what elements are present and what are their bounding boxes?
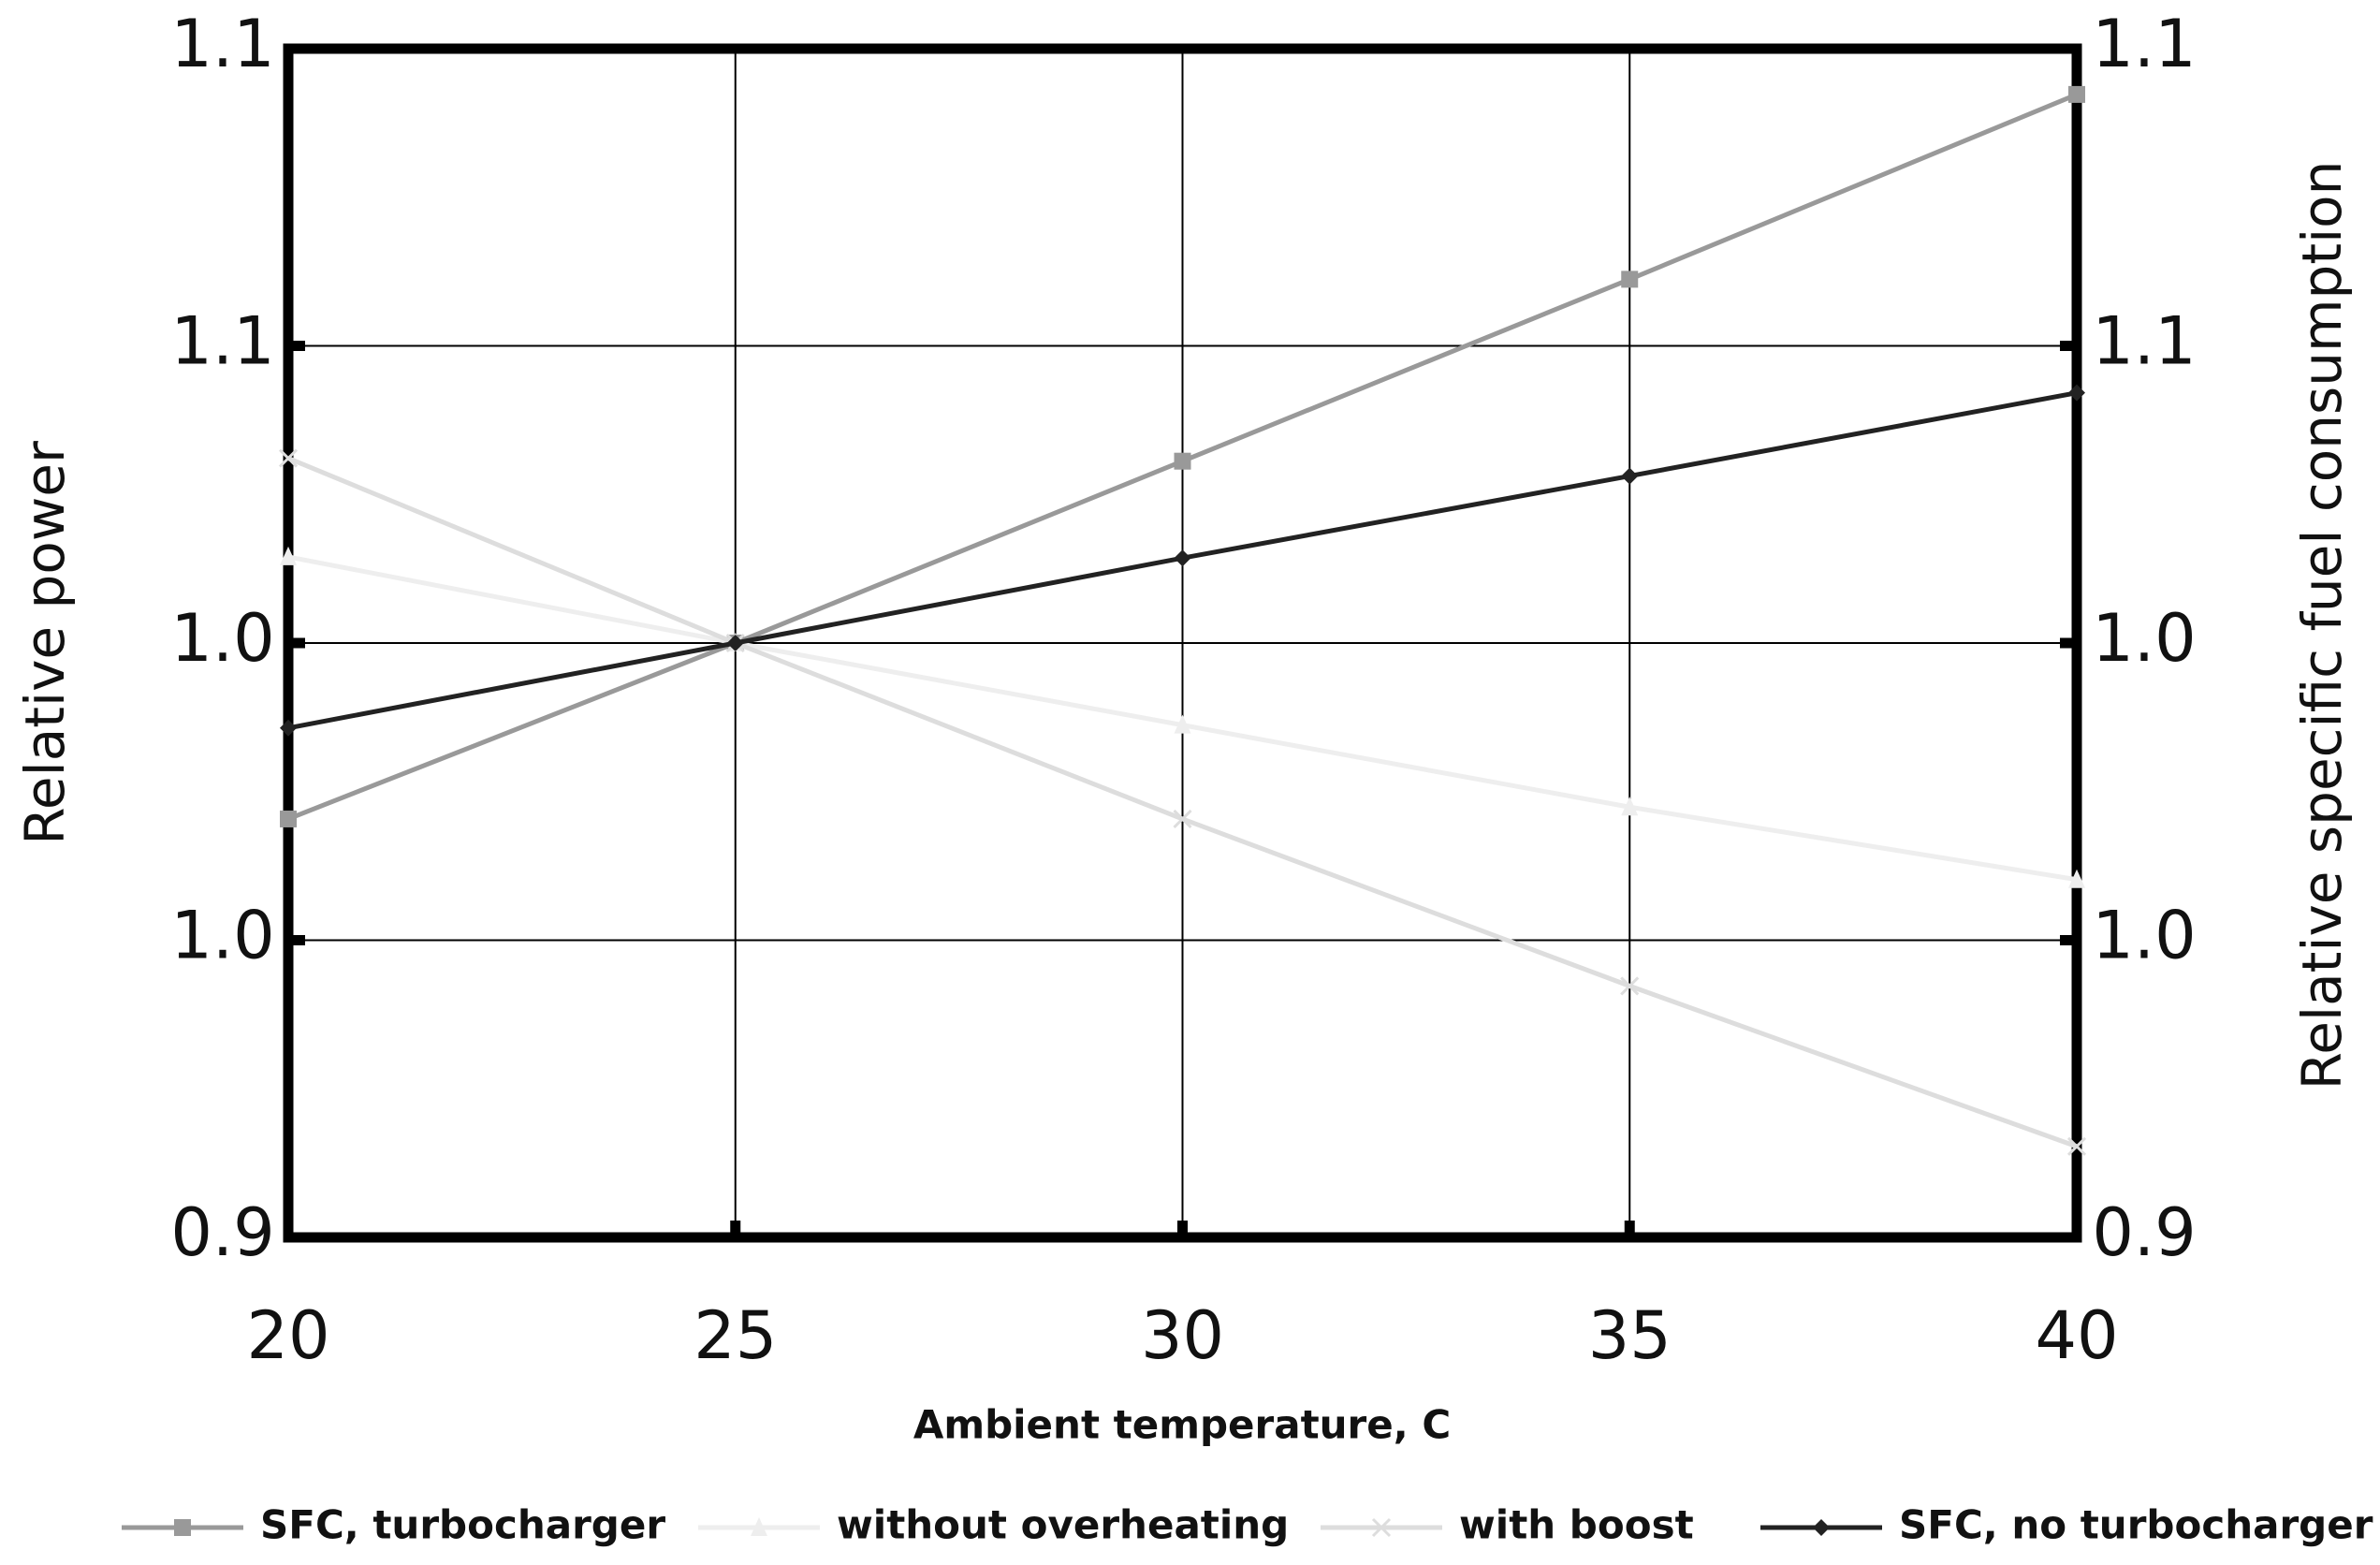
legend-marker bbox=[1813, 1519, 1830, 1536]
legend-marker bbox=[751, 1517, 767, 1536]
data-point bbox=[280, 546, 297, 565]
y2-axis-title: Relative specific fuel consumption bbox=[2290, 161, 2354, 1090]
data-point bbox=[1174, 714, 1191, 734]
data-point bbox=[1621, 797, 1639, 816]
plot-frame bbox=[283, 43, 2082, 1243]
legend-label: without overheating bbox=[837, 1502, 1289, 1548]
x-tick-label: 40 bbox=[2035, 1297, 2118, 1374]
y-tick-label: 1.1 bbox=[170, 6, 274, 82]
data-point bbox=[726, 635, 744, 651]
legend-marker bbox=[1371, 1517, 1392, 1538]
y-axis-title: Relative power bbox=[13, 441, 77, 845]
data-point bbox=[1620, 976, 1640, 996]
data-point bbox=[280, 719, 297, 737]
data-point bbox=[1621, 271, 1639, 288]
x-tick-label: 20 bbox=[246, 1297, 329, 1374]
data-point bbox=[1621, 467, 1639, 485]
y-tick-label: 1.0 bbox=[170, 898, 274, 974]
y-tick-label: 1.0 bbox=[170, 600, 274, 677]
x-tick-label: 25 bbox=[694, 1297, 777, 1374]
legend-label: SFC, turbocharger bbox=[260, 1502, 665, 1548]
y2-tick-label: 1.0 bbox=[2092, 600, 2196, 677]
data-point bbox=[2068, 384, 2085, 402]
legend-label: with boost bbox=[1459, 1502, 1694, 1548]
data-point bbox=[2066, 1136, 2087, 1156]
legend-label: SFC, no turbocharger bbox=[1899, 1502, 2373, 1548]
y-tick-label: 1.1 bbox=[170, 303, 274, 380]
data-point bbox=[1173, 809, 1192, 829]
y-tick-label: 0.9 bbox=[170, 1194, 274, 1271]
data-point bbox=[2068, 85, 2085, 103]
y2-tick-label: 1.1 bbox=[2092, 303, 2196, 380]
data-point bbox=[278, 448, 299, 468]
legend-marker bbox=[174, 1519, 191, 1536]
data-point bbox=[280, 810, 297, 827]
x-tick-label: 30 bbox=[1141, 1297, 1224, 1374]
y2-tick-label: 1.1 bbox=[2092, 6, 2196, 82]
y2-tick-label: 1.0 bbox=[2092, 898, 2196, 974]
data-point bbox=[1174, 452, 1191, 470]
x-axis-title: Ambient temperature, C bbox=[913, 1402, 1451, 1448]
y2-tick-label: 0.9 bbox=[2092, 1194, 2196, 1271]
x-tick-label: 35 bbox=[1588, 1297, 1672, 1374]
data-point bbox=[2068, 869, 2085, 888]
data-point bbox=[1174, 549, 1191, 567]
